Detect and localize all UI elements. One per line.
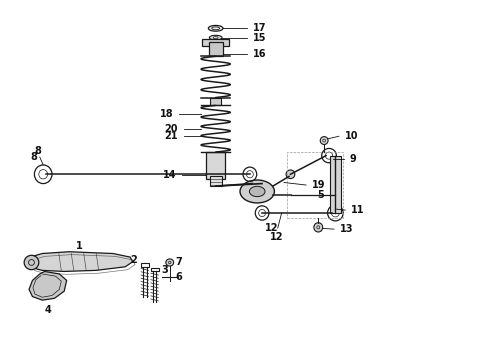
- Text: 18: 18: [160, 109, 173, 120]
- Bar: [330, 156, 341, 213]
- Polygon shape: [29, 271, 67, 300]
- Ellipse shape: [209, 35, 222, 40]
- Text: 20: 20: [165, 124, 178, 134]
- Bar: [202, 39, 229, 45]
- Bar: [287, 152, 343, 219]
- Bar: [206, 152, 225, 179]
- Text: 10: 10: [344, 131, 358, 141]
- Text: 16: 16: [253, 49, 267, 59]
- Text: 19: 19: [312, 180, 325, 190]
- Text: 21: 21: [165, 131, 178, 141]
- Polygon shape: [27, 252, 133, 271]
- Text: 12: 12: [270, 231, 284, 242]
- Ellipse shape: [24, 255, 39, 270]
- Ellipse shape: [166, 259, 173, 266]
- Text: 6: 6: [175, 272, 182, 282]
- Bar: [210, 98, 221, 105]
- Text: 5: 5: [317, 190, 323, 200]
- Bar: [210, 176, 221, 186]
- Text: 13: 13: [340, 224, 353, 234]
- Text: 8: 8: [30, 152, 37, 162]
- Text: 8: 8: [34, 145, 41, 156]
- Text: 3: 3: [161, 265, 168, 275]
- Text: 1: 1: [75, 241, 82, 251]
- Text: 12: 12: [265, 223, 279, 233]
- Text: 7: 7: [175, 257, 182, 267]
- Text: 9: 9: [349, 154, 356, 164]
- Ellipse shape: [240, 180, 274, 203]
- Ellipse shape: [314, 223, 323, 232]
- Text: 17: 17: [253, 23, 267, 33]
- Ellipse shape: [208, 26, 223, 31]
- Ellipse shape: [249, 186, 265, 197]
- Text: 2: 2: [130, 255, 137, 265]
- Ellipse shape: [286, 170, 295, 179]
- Bar: [209, 42, 222, 56]
- Text: 14: 14: [163, 170, 176, 180]
- Text: 11: 11: [351, 205, 365, 215]
- Text: 15: 15: [253, 33, 267, 42]
- Text: 4: 4: [44, 305, 51, 315]
- Ellipse shape: [320, 136, 328, 144]
